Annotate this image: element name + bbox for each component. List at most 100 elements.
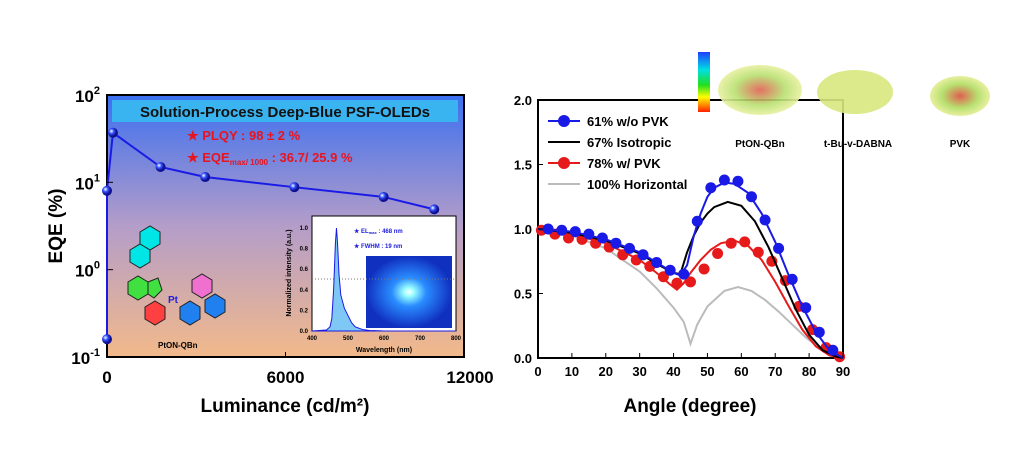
fit-curve [537,228,844,359]
y-tick-label: 2.0 [514,93,532,108]
eqe-chart: Solution-Process Deep-Blue PSF-OLEDs ★ P… [46,85,494,417]
inset-y-tick-label: 0.2 [300,308,309,314]
inset-x-tick-label: 400 [307,336,318,342]
x-tick-label: 50 [700,364,714,379]
inset-y-tick-label: 0.6 [300,267,309,273]
y-tick-label: 1.0 [514,222,532,237]
eqe-point [155,161,166,172]
data-point [800,302,812,314]
plqy-annotation: ★ PLQY : 98 ± 2 % [187,128,301,143]
x-axis-label-2: Angle (degree) [623,396,756,417]
data-point [813,326,825,338]
svg-text:Pt: Pt [168,295,179,306]
data-point [583,228,595,240]
data-point [827,344,839,356]
inset-x-label: Wavelength (nm) [356,347,412,354]
x-tick-label: 12000 [446,368,493,387]
legend-label: 67% Isotropic [587,135,672,150]
data-point [651,257,663,269]
data-point [556,224,568,236]
data-point [712,248,724,260]
x-tick-label: 80 [802,364,816,379]
y-tick-label: 0.5 [514,287,532,302]
fit-curve [537,200,844,359]
data-point [759,214,771,226]
data-point [610,237,622,249]
data-point [739,236,751,248]
y-tick-label: 10-1 [71,347,100,368]
legend-label: 61% w/o PVK [587,114,669,129]
data-point [746,191,757,203]
esp-map-ptonqbn [718,65,802,115]
legend-marker [558,115,570,127]
x-tick-label: 0 [534,364,541,379]
data-point [678,268,690,280]
data-point [671,277,683,289]
eqe-point [102,334,112,345]
data-point [725,237,737,249]
el-spectrum-inset: 400 500 600 700 800 0.0 0.2 0.4 0.6 0.8 1.0 ★ ELma… [286,215,462,354]
y-tick-label: 0.0 [514,351,532,366]
x-tick-label: 60 [734,364,748,379]
data-point [637,249,649,261]
eqe-line [106,130,435,340]
y-axis-label: EQE (%) [46,189,67,264]
data-point [596,232,608,244]
data-point [718,174,730,186]
molecule-label-tbu-v-dabna: t-Bu-v-DABNA [824,139,892,150]
data-point [732,175,744,187]
x-tick-label: 90 [836,364,850,379]
esp-map-pvk [930,76,990,116]
x-tick-label: 10 [565,364,579,379]
eqe-point [107,127,118,138]
molecule-label: PtON-QBn [158,341,198,350]
legend-marker [558,157,570,169]
data-point [766,255,778,267]
y-tick-label: 100 [75,260,100,281]
data-point [569,226,581,238]
eqe-point [200,172,211,183]
eqe-point [289,182,300,193]
molecule-structure-ptonqbn: Pt [127,225,226,326]
y-tick-label: 102 [75,85,100,106]
fwhm-label: ★ FWHM : 19 nm [354,243,402,250]
inset-x-tick-label: 800 [451,336,462,342]
molecule-label-ptonqbn: PtON-QBn [735,139,784,150]
inset-y-tick-label: 0.0 [300,329,309,335]
esp-map-tbu-v-dabna [817,70,893,114]
el-max-label: ★ ELmax : 468 nm [354,228,403,235]
colorbar [698,52,710,112]
data-point [773,242,785,254]
legend-label: 78% w/ PVK [587,156,661,171]
y-tick-label: 101 [75,172,100,193]
data-point [691,215,703,227]
angle-chart: 0 10 20 30 40 50 60 70 80 90 0.0 0.5 1.0 1.5 2.0 61% w/… [514,52,990,417]
x-tick-label: 30 [632,364,646,379]
x-tick-label: 0 [102,368,111,387]
inset-y-tick-label: 0.4 [300,288,309,294]
inset-x-tick-label: 700 [415,336,426,342]
data-point [752,246,764,258]
molecule-label-pvk: PVK [950,139,971,150]
eqe-point [429,204,440,215]
x-tick-label: 40 [666,364,680,379]
eqe-point [378,191,389,202]
inset-x-tick-label: 600 [379,336,390,342]
inset-y-label: Normalized intensity (a.u.) [286,229,293,316]
data-point [542,223,554,235]
x-axis-label: Luminance (cd/m²) [201,396,370,417]
inset-y-tick-label: 1.0 [300,226,309,232]
y-tick-label: 1.5 [514,158,532,173]
eqe-annotation: ★ EQEmax/ 1000 : 36.7/ 25.9 % [187,150,353,167]
data-point [664,264,676,276]
el-spectrum [311,227,456,332]
data-point [624,242,635,254]
x-tick-label: 20 [599,364,613,379]
eqe-point [102,185,112,196]
inset-y-tick-label: 0.8 [300,247,309,253]
data-point [786,273,798,285]
x-tick-label: 6000 [267,368,305,387]
data-point [685,276,696,288]
